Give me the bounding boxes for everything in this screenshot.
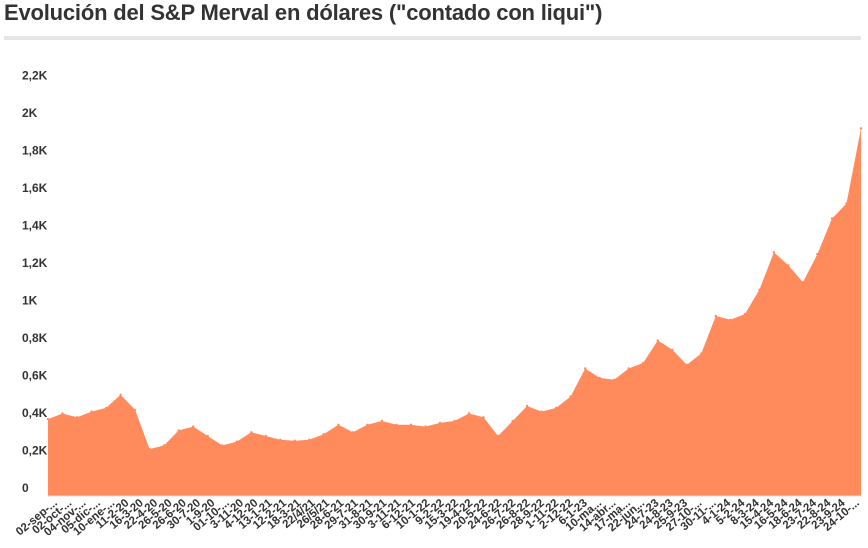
data-point <box>758 288 761 291</box>
data-point <box>206 434 209 438</box>
data-point <box>671 348 674 351</box>
data-point <box>656 339 659 342</box>
data-point <box>830 217 834 220</box>
data-point <box>424 425 427 428</box>
data-point <box>177 429 180 432</box>
data-point <box>61 412 64 415</box>
data-point <box>380 419 384 423</box>
data-point <box>729 318 732 321</box>
data-point <box>584 367 587 370</box>
data-point <box>801 281 805 284</box>
data-point <box>279 438 282 441</box>
data-point <box>75 416 79 419</box>
data-point <box>467 412 471 415</box>
y-tick-label: 2,2K <box>22 69 48 83</box>
data-point <box>787 264 790 267</box>
title-divider <box>4 36 861 40</box>
data-point <box>482 416 485 419</box>
data-point <box>322 432 325 436</box>
data-point <box>642 361 645 365</box>
data-point <box>337 423 340 426</box>
data-point <box>366 423 369 426</box>
data-point <box>90 410 93 413</box>
data-point <box>409 423 413 426</box>
data-point <box>221 444 224 447</box>
data-point <box>540 410 543 413</box>
data-point <box>46 417 50 421</box>
y-tick-label: 0,6K <box>22 369 48 383</box>
data-point <box>714 314 717 318</box>
data-point <box>148 447 151 451</box>
data-point <box>133 408 137 411</box>
y-tick-label: 0 <box>22 481 29 495</box>
data-point <box>700 352 703 355</box>
y-tick-label: 1,2K <box>22 256 48 270</box>
data-point <box>598 376 601 380</box>
y-tick-label: 0,4K <box>22 406 48 420</box>
data-point <box>162 444 166 447</box>
data-point <box>845 202 848 205</box>
plot-area <box>46 127 863 497</box>
data-point <box>250 431 253 434</box>
data-point <box>613 378 616 381</box>
data-point <box>293 439 296 442</box>
data-point <box>511 419 514 423</box>
data-point <box>554 406 558 410</box>
data-point <box>496 434 500 438</box>
data-point <box>308 438 311 441</box>
y-tick-label: 0,2K <box>22 444 48 458</box>
data-point <box>104 406 108 410</box>
data-point <box>816 252 819 256</box>
y-axis: 0 0,2K 0,4K 0,6K 0,8K 1K 1,2K 1,4K 1,6K 1,8K 2K 2,2… <box>22 69 48 496</box>
data-point <box>235 440 238 443</box>
data-point <box>438 421 442 425</box>
data-point <box>453 419 456 423</box>
data-point <box>264 434 267 438</box>
x-axis: 02-sep-...02-oct-...04-nov-...05-dic-...… <box>14 497 862 539</box>
series-area <box>48 128 861 496</box>
data-point <box>772 251 776 254</box>
data-point <box>569 395 572 398</box>
data-point <box>192 425 195 428</box>
y-tick-label: 1K <box>22 294 38 308</box>
data-point <box>351 431 355 434</box>
data-point <box>119 393 122 396</box>
data-point <box>743 312 747 316</box>
chart-title: Evolución del S&P Merval en dólares ("co… <box>4 0 603 25</box>
y-tick-label: 2K <box>22 106 38 120</box>
data-point <box>525 404 529 408</box>
y-tick-label: 1,6K <box>22 181 48 195</box>
data-point <box>395 423 398 426</box>
y-tick-label: 1,4K <box>22 219 48 233</box>
data-point <box>627 367 630 370</box>
data-point <box>859 127 863 130</box>
data-point <box>685 363 688 366</box>
y-tick-label: 1,8K <box>22 144 48 158</box>
y-tick-label: 0,8K <box>22 331 48 345</box>
